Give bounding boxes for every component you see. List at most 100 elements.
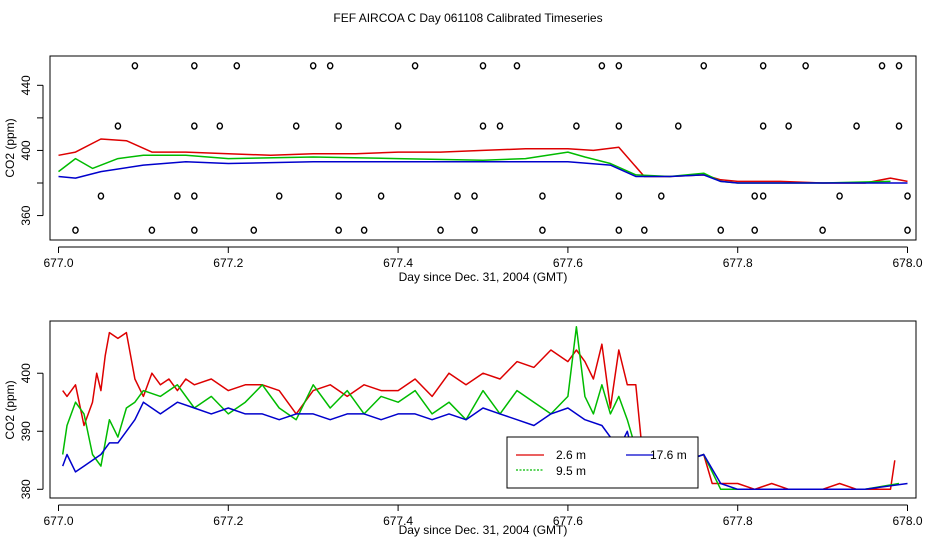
data-point-marker <box>326 62 334 70</box>
y-axis-top: 360 400 440 <box>19 75 44 226</box>
legend-label-9-5m: 9.5 m <box>556 464 586 478</box>
data-point-marker <box>751 192 758 200</box>
data-point-marker <box>191 192 198 200</box>
data-point-marker <box>853 122 860 130</box>
x-tick-label: 677.6 <box>553 514 583 528</box>
data-point-marker <box>615 62 623 70</box>
y-axis-title-bottom: CO2 (ppm) <box>3 380 17 439</box>
y-tick-label: 380 <box>19 479 33 499</box>
data-point-marker <box>539 226 546 234</box>
data-point-marker <box>471 226 478 234</box>
x-tick-label: 677.4 <box>383 514 413 528</box>
data-point-marker <box>878 62 886 70</box>
data-point-marker <box>479 122 487 130</box>
data-point-marker <box>377 192 385 200</box>
data-point-marker <box>759 62 767 70</box>
y-tick-label: 440 <box>19 75 33 95</box>
y-axis-bottom: 380 390 400 <box>19 363 44 499</box>
data-point-marker <box>174 192 181 200</box>
data-point-marker <box>191 62 198 70</box>
data-point-marker <box>615 226 623 234</box>
figure-title: FEF AIRCOA C Day 061108 Calibrated Times… <box>333 11 602 25</box>
panel-top: 677.0 677.2 677.4 677.6 677.8 678.0 360 400 440… <box>3 55 923 284</box>
series-line-9-5-m <box>58 151 891 184</box>
data-point-marker <box>275 192 283 200</box>
data-point-marker <box>191 226 198 234</box>
data-point-marker <box>615 192 623 200</box>
series-group-bottom <box>61 326 908 491</box>
data-point-marker <box>904 226 911 234</box>
plot-frame-bottom <box>49 320 917 499</box>
data-point-marker <box>394 122 402 130</box>
series-line-17-6-m <box>58 161 908 184</box>
data-point-marker <box>895 62 903 70</box>
data-point-marker <box>904 192 911 200</box>
data-point-marker <box>335 192 342 200</box>
data-point-marker <box>785 122 792 130</box>
data-point-marker <box>895 122 903 130</box>
x-tick-label: 677.2 <box>213 514 243 528</box>
data-point-marker <box>479 62 487 70</box>
series-group-top <box>58 138 908 184</box>
x-axis-bottom: 677.0 677.2 677.4 677.6 677.8 678.0 <box>43 504 923 528</box>
data-point-marker <box>573 122 580 130</box>
y-tick-label: 400 <box>19 363 33 383</box>
data-point-marker <box>751 226 758 234</box>
data-point-marker <box>131 62 139 70</box>
data-point-marker <box>292 122 300 130</box>
data-point-marker <box>72 226 79 234</box>
x-tick-label: 677.4 <box>383 256 413 270</box>
series-line-17-6-m <box>61 401 908 491</box>
legend-label-17-6m: 17.6 m <box>650 448 687 462</box>
legend-box <box>506 436 699 489</box>
x-tick-label: 677.8 <box>723 256 753 270</box>
data-point-marker <box>191 122 198 130</box>
data-point-marker <box>309 62 317 70</box>
data-point-marker <box>539 192 546 200</box>
y-tick-label: 390 <box>19 421 33 441</box>
legend: 2.6 m 9.5 m 17.6 m <box>506 436 699 489</box>
x-tick-label: 677.2 <box>213 256 243 270</box>
data-point-marker <box>759 122 767 130</box>
data-point-marker <box>233 62 241 70</box>
series-line-2-6-m <box>58 138 908 184</box>
data-point-marker <box>836 192 843 200</box>
data-point-marker <box>216 122 224 130</box>
data-point-marker <box>360 226 368 234</box>
data-point-marker <box>411 62 419 70</box>
data-point-marker <box>454 192 461 200</box>
data-point-marker <box>615 122 623 130</box>
data-point-marker <box>513 62 521 70</box>
x-tick-label: 677.6 <box>553 256 583 270</box>
data-point-marker <box>819 226 826 234</box>
legend-label-2-6m: 2.6 m <box>556 448 586 462</box>
data-point-marker <box>657 192 665 200</box>
series-line-9-5-m <box>61 326 900 491</box>
x-axis-title-bottom: Day since Dec. 31, 2004 (GMT) <box>399 523 568 537</box>
x-tick-label: 678.0 <box>892 514 922 528</box>
data-point-marker <box>97 192 105 200</box>
data-point-marker <box>700 62 708 70</box>
data-point-marker <box>114 122 122 130</box>
data-point-marker <box>335 226 342 234</box>
data-point-marker <box>437 226 444 234</box>
data-point-marker <box>717 226 725 234</box>
data-point-marker <box>641 226 648 234</box>
x-tick-label: 677.0 <box>43 256 73 270</box>
x-tick-label: 677.8 <box>723 514 753 528</box>
x-axis-top: 677.0 677.2 677.4 677.6 677.8 678.0 <box>43 246 923 270</box>
data-point-marker <box>250 226 258 234</box>
panel-bottom: 677.0 677.2 677.4 677.6 677.8 678.0 380 390 400… <box>3 320 923 537</box>
data-point-marker <box>471 192 478 200</box>
points-group-top <box>72 62 911 234</box>
data-point-marker <box>674 122 682 130</box>
y-tick-label: 400 <box>19 140 33 160</box>
data-point-marker <box>759 192 767 200</box>
data-point-marker <box>598 62 606 70</box>
data-point-marker <box>496 122 504 130</box>
data-point-marker <box>335 122 342 130</box>
plot-frame-top <box>49 55 917 241</box>
y-tick-label: 360 <box>19 205 33 225</box>
